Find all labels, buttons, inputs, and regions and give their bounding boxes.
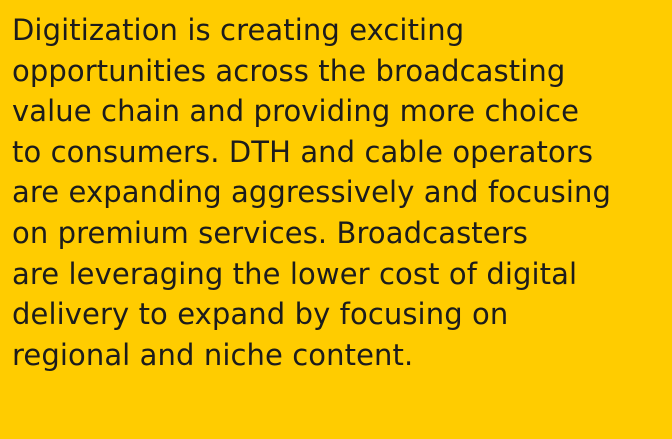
text-line: Digitization is creating exciting (12, 13, 465, 47)
text-line: value chain and providing more choice (12, 94, 580, 129)
text-line: are expanding aggressively and focusing (12, 175, 611, 210)
text-line: opportunities across the broadcasting (12, 53, 566, 88)
text-line: regional and niche content. (12, 337, 414, 372)
text-line: to consumers. DTH and cable operators (12, 134, 594, 169)
text-line: delivery to expand by focusing on (12, 297, 509, 332)
text-line: on premium services. Broadcasters (12, 215, 528, 250)
text-line: are leveraging the lower cost of digital (12, 256, 578, 291)
